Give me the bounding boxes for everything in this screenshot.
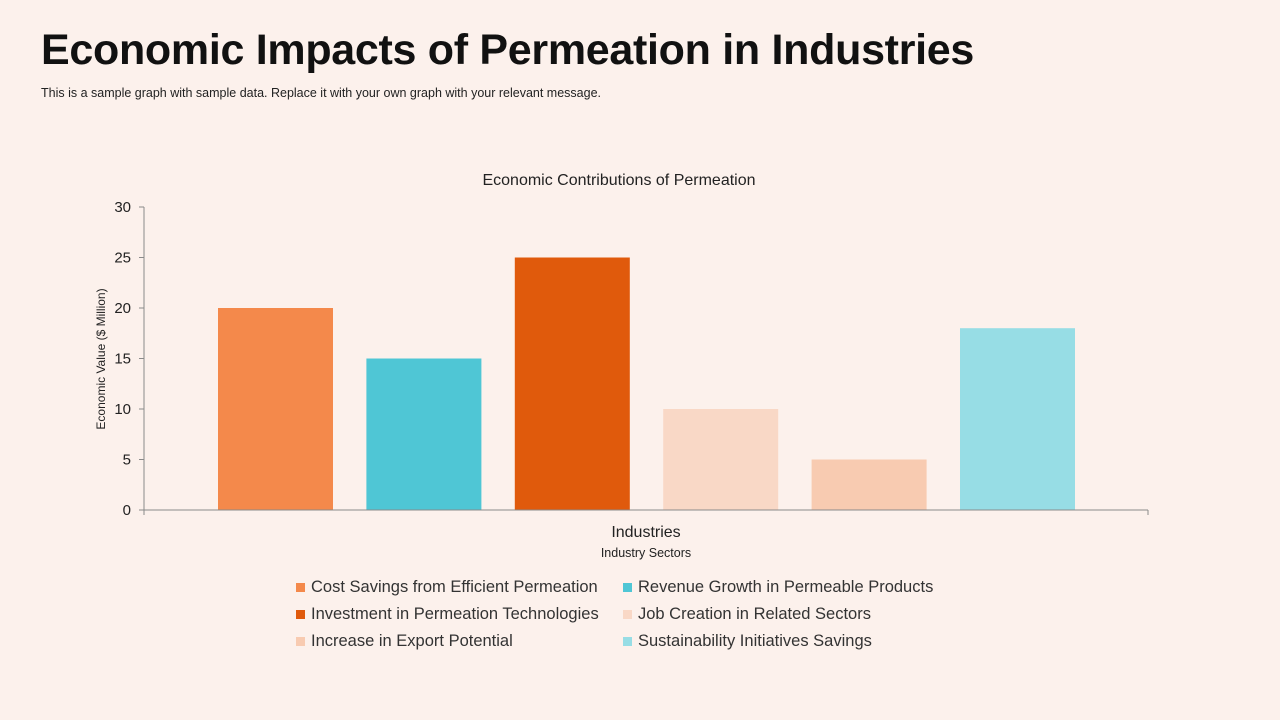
y-tick-label: 0	[123, 502, 131, 519]
legend-label: Job Creation in Related Sectors	[638, 605, 871, 623]
bars-group	[218, 257, 1075, 510]
legend-swatch	[296, 637, 305, 646]
legend-item: Investment in Permeation Technologies	[296, 605, 623, 624]
chart-title: Economic Contributions of Permeation	[482, 172, 755, 189]
legend-item: Cost Savings from Efficient Permeation	[296, 578, 623, 597]
bar-3	[514, 257, 630, 510]
legend-swatch	[623, 583, 632, 592]
legend-item: Revenue Growth in Permeable Products	[623, 578, 950, 597]
legend-swatch	[623, 637, 632, 646]
legend-swatch	[296, 583, 305, 592]
page-title: Economic Impacts of Permeation in Indust…	[41, 26, 975, 74]
y-tick-label: 5	[123, 452, 131, 469]
y-tick-label: 25	[114, 250, 131, 267]
y-tick-label: 20	[114, 300, 131, 317]
bar-4	[663, 409, 779, 510]
page-subtitle: This is a sample graph with sample data.…	[41, 86, 601, 100]
legend-label: Increase in Export Potential	[311, 632, 513, 650]
bar-5	[811, 459, 927, 510]
bar-6	[960, 328, 1075, 510]
y-tick-label: 15	[114, 351, 131, 368]
chart-legend: Cost Savings from Efficient Permeation Re…	[296, 578, 950, 651]
legend-label: Cost Savings from Efficient Permeation	[311, 578, 598, 596]
y-axis: 0 5 10 15 20 25 30	[114, 199, 144, 519]
y-tick-label: 10	[114, 401, 131, 418]
x-axis-title: Industry Sectors	[601, 546, 691, 560]
bar-2	[366, 358, 482, 510]
y-tick-label: 30	[114, 199, 131, 216]
legend-label: Sustainability Initiatives Savings	[638, 632, 872, 650]
legend-label: Revenue Growth in Permeable Products	[638, 578, 934, 596]
legend-item: Sustainability Initiatives Savings	[623, 632, 950, 651]
bar-1	[218, 308, 333, 510]
legend-label: Investment in Permeation Technologies	[311, 605, 599, 623]
y-axis-title: Economic Value ($ Million)	[94, 288, 108, 429]
legend-item: Job Creation in Related Sectors	[623, 605, 950, 624]
legend-item: Increase in Export Potential	[296, 632, 623, 651]
legend-swatch	[296, 610, 305, 619]
legend-swatch	[623, 610, 632, 619]
category-label: Industries	[611, 524, 680, 541]
